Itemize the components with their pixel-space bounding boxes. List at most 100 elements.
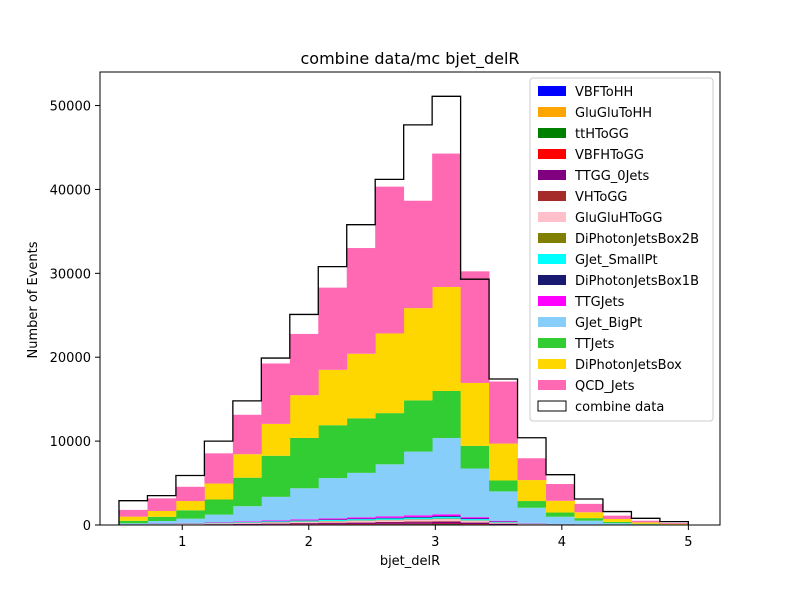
bar-TTGG_0Jets-11 [432,521,462,524]
bar-VHToGG-11 [432,521,462,522]
bar-GJet_BigPt-8 [346,472,376,518]
bar-DiPhotonJetsBox-15 [546,500,575,513]
bar-QCD_Jets-6 [289,333,319,396]
bar-GJet_SmallPt-10 [403,517,433,520]
bar-GJet_SmallPt-5 [261,521,291,523]
bar-TTGG_0Jets-6 [289,523,319,525]
bar-DiPhotonJetsBox2B-10 [403,519,433,520]
legend-label-TTJets: TTJets [574,337,615,352]
bar-GJet_BigPt-14 [517,507,547,523]
bar-QCD_Jets-1 [147,498,177,511]
bar-TTJets-18 [631,523,661,525]
bar-TTGG_0Jets-9 [375,522,405,524]
legend-swatch-QCD_Jets [538,380,566,390]
bar-TTGG_0Jets-12 [460,522,490,524]
y-axis-label: Number of Events [26,241,41,358]
legend-label-GJet_SmallPt: GJet_SmallPt [575,253,658,268]
bar-DiPhotonJetsBox-11 [432,286,462,391]
bar-GJet_SmallPt-12 [460,519,490,521]
bar-TTGJets-11 [432,514,462,517]
bar-GJet_BigPt-4 [232,506,262,522]
legend: VBFToHH GluGluToHH ttHToGG VBFHToGG TTGG_0Je… [529,77,714,422]
y-tick-label-0: 0 [83,519,91,534]
bar-GJet_SmallPt-13 [489,521,518,523]
legend-swatch-GluGluToHH [538,107,566,117]
bar-GJet_BigPt-3 [204,514,234,523]
legend-swatch-VBFToHH [538,86,566,96]
bar-DiPhotonJetsBox1B-11 [432,516,462,517]
bar-QCD_Jets-2 [175,486,205,502]
bar-QCD_Jets-5 [261,363,291,424]
legend-item-QCD_Jets: QCD_Jets [538,379,635,394]
bar-TTJets-9 [375,413,405,465]
bar-DiPhotonJetsBox-12 [460,382,490,446]
bar-QCD_Jets-11 [432,153,462,287]
legend-swatch-VHToGG [538,191,566,201]
legend-label-VBFHToGG: VBFHToGG [575,148,644,163]
legend-label-DiPhotonJetsBox: DiPhotonJetsBox [575,358,682,373]
bar-DiPhotonJetsBox1B-9 [375,517,405,519]
bar-GluGluHToGG-3 [204,523,234,525]
legend-item-GluGluToHH: GluGluToHH [538,106,652,121]
bar-QCD_Jets-13 [489,381,518,444]
bar-TTJets-15 [546,512,575,517]
bar-TTGJets-10 [403,515,433,517]
legend-item-GluGluHToGG: GluGluHToGG [538,211,662,226]
x-tick-label-1: 1 [178,535,186,550]
bar-TTJets-7 [318,425,348,479]
bar-GJet_SmallPt-4 [232,522,262,523]
bar-GJet_BigPt-15 [546,516,575,524]
x-axis-label: bjet_delR [380,554,440,569]
bar-QCD_Jets-4 [232,414,262,455]
bar-DiPhotonJetsBox-7 [318,369,348,426]
legend-label-QCD_Jets: QCD_Jets [575,379,635,394]
bar-DiPhotonJetsBox1B-7 [318,519,348,520]
bar-QCD_Jets-9 [375,186,405,334]
legend-item-VBFToHH: VBFToHH [538,85,633,100]
y-tick-label-20000: 20000 [50,351,91,366]
bar-GluGluHToGG-9 [375,520,405,522]
legend-swatch-DiPhotonJetsBox1B [538,275,566,285]
bar-TTGJets-9 [375,516,405,518]
bar-QCD_Jets-17 [602,515,632,519]
legend-label-GluGluToHH: GluGluToHH [575,106,652,121]
legend-swatch-TTJets [538,338,566,348]
bar-TTJets-6 [289,437,319,489]
bar-TTGJets-6 [289,519,319,521]
y-tick-label-40000: 40000 [50,183,91,198]
bar-DiPhotonJetsBox-9 [375,333,405,414]
legend-swatch-GluGluHToGG [538,212,566,222]
legend-swatch-TTGG_0Jets [538,170,566,180]
legend-label-VBFToHH: VBFToHH [575,85,633,100]
legend-item-ttHToGG: ttHToGG [538,127,629,142]
bar-TTJets-0 [118,520,148,524]
bar-GluGluHToGG-5 [261,522,291,524]
bar-VHToGG-8 [346,522,376,523]
legend-item-DiPhotonJetsBox2B: DiPhotonJetsBox2B [538,232,699,247]
bar-QCD_Jets-0 [118,509,148,517]
bar-GJet_BigPt-10 [403,451,433,516]
legend-swatch-DiPhotonJetsBox [538,359,566,369]
legend-label-combine data: combine data [575,400,664,415]
x-tick-label-4: 4 [558,535,566,550]
legend-label-VHToGG: VHToGG [575,190,628,205]
bar-TTJets-2 [175,510,205,519]
bar-DiPhotonJetsBox1B-8 [346,518,376,520]
bar-GJet_BigPt-9 [375,464,405,517]
bar-TTGG_0Jets-7 [318,523,348,525]
bar-TTJets-12 [460,445,490,469]
bar-DiPhotonJetsBox-6 [289,395,319,438]
legend-item-DiPhotonJetsBox1B: DiPhotonJetsBox1B [538,274,699,289]
legend-label-GluGluHToGG: GluGluHToGG [575,211,662,226]
legend-item-GJet_SmallPt: GJet_SmallPt [538,253,658,268]
bar-DiPhotonJetsBox-2 [175,501,205,511]
series-VHToGG [118,521,689,525]
legend-item-VHToGG: VHToGG [538,190,628,205]
y-axis: 0 10000 20000 30000 40000 50000 [50,100,100,534]
legend-item-DiPhotonJetsBox: DiPhotonJetsBox [538,358,682,373]
bar-TTGJets-5 [261,520,291,522]
bar-TTGG_0Jets-10 [403,522,433,524]
bar-TTJets-3 [204,499,234,515]
legend-label-DiPhotonJetsBox2B: DiPhotonJetsBox2B [575,232,699,247]
